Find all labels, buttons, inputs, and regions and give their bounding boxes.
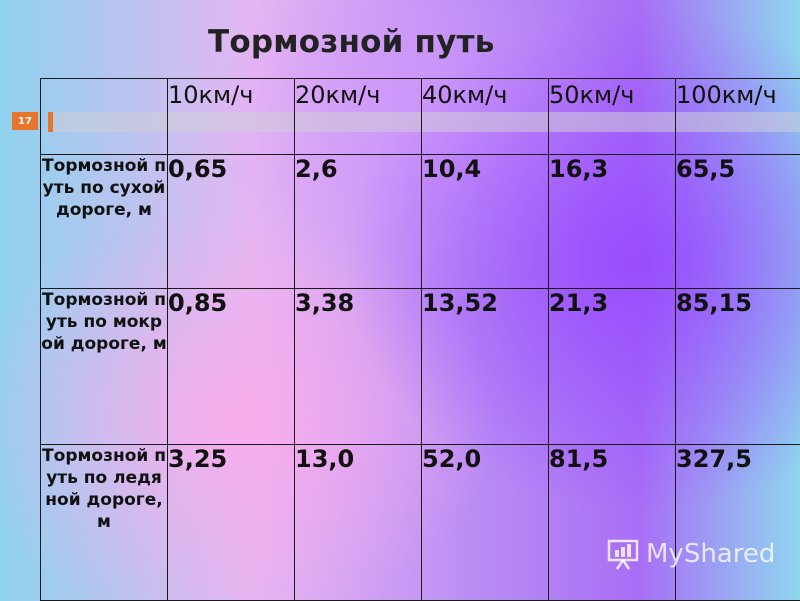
cell-dry-10: 0,65 — [168, 155, 295, 289]
row-label-dry: Тормозной путь по сухой дороге, м — [41, 155, 168, 289]
table-row-wet: Тормозной путь по мокрой дороге, м 0,85 … — [41, 289, 800, 445]
slide-number-badge: 17 — [12, 112, 38, 130]
cell-wet-40: 13,52 — [422, 289, 549, 445]
cell-dry-40: 10,4 — [422, 155, 549, 289]
cell-wet-10: 0,85 — [168, 289, 295, 445]
cell-dry-100: 65,5 — [676, 155, 800, 289]
cell-dry-50: 16,3 — [549, 155, 676, 289]
table-header-row: 10км/ч 20км/ч 40км/ч 50км/ч 100км/ч — [41, 79, 800, 155]
header-speed-50: 50км/ч — [549, 79, 676, 155]
presentation-board-icon — [606, 538, 640, 570]
braking-distance-table: 10км/ч 20км/ч 40км/ч 50км/ч 100км/ч Торм… — [40, 78, 800, 601]
cell-icy-10: 3,25 — [168, 445, 295, 601]
table-row-dry: Тормозной путь по сухой дороге, м 0,65 2… — [41, 155, 800, 289]
cell-wet-20: 3,38 — [295, 289, 422, 445]
header-speed-100: 100км/ч — [676, 79, 800, 155]
header-corner-cell — [41, 79, 168, 155]
header-speed-40: 40км/ч — [422, 79, 549, 155]
cell-dry-20: 2,6 — [295, 155, 422, 289]
cell-wet-50: 21,3 — [549, 289, 676, 445]
table-row-icy: Тормозной путь по ледяной дороге, м 3,25… — [41, 445, 800, 601]
slide-title: Тормозной путь — [208, 24, 495, 60]
row-label-wet: Тормозной путь по мокрой дороге, м — [41, 289, 168, 445]
cell-icy-100: 327,5 — [676, 445, 800, 601]
header-speed-20: 20км/ч — [295, 79, 422, 155]
row-label-icy: Тормозной путь по ледяной дороге, м — [41, 445, 168, 601]
cell-icy-50: 81,5 — [549, 445, 676, 601]
cell-wet-100: 85,15 — [676, 289, 800, 445]
cell-icy-20: 13,0 — [295, 445, 422, 601]
watermark-text: MyShared — [646, 539, 775, 569]
header-speed-10: 10км/ч — [168, 79, 295, 155]
watermark: MyShared — [606, 538, 775, 570]
cell-icy-40: 52,0 — [422, 445, 549, 601]
